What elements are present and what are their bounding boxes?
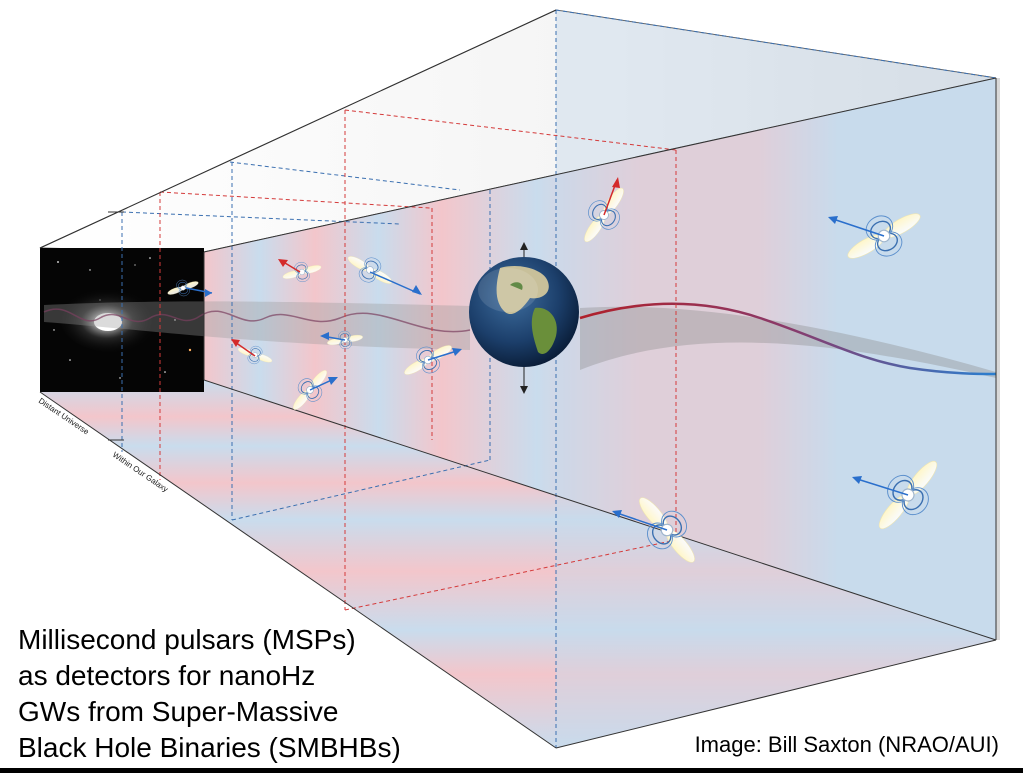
wireframe-edges [39,9,997,749]
earth-icon [469,242,579,394]
wave-trace-far [579,302,997,376]
caption-line: as detectors for nanoHz [18,660,316,691]
caption-line: Millisecond pulsars (MSPs) [18,624,356,655]
caption-line: GWs from Super-Massive [18,696,339,727]
near-panel [556,10,996,748]
wave-ribbon-far [580,306,996,378]
side-edge [996,78,1000,640]
floor-plane [40,380,996,748]
spin-arrows [185,177,909,531]
caption-line: Black Hole Binaries (SMBHBs) [18,732,401,763]
image-credit: Image: Bill Saxton (NRAO/AUI) [694,732,999,757]
back-wall [204,78,996,640]
caption: Millisecond pulsars (MSPs) as detectors … [18,622,488,766]
wireframe-dashes [121,9,997,748]
wave-trace-near [43,308,471,333]
